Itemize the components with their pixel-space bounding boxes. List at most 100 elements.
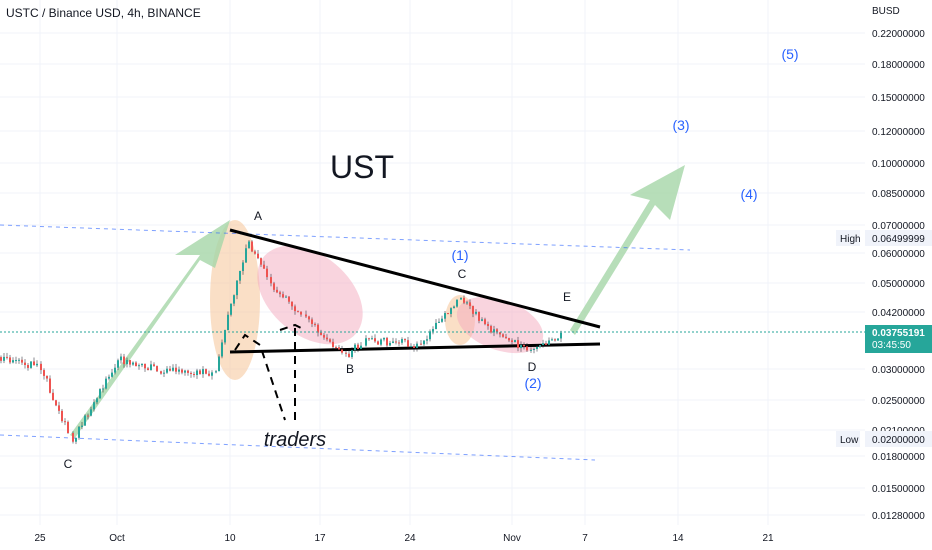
- candle-body: [87, 416, 89, 417]
- candle-body: [239, 271, 241, 281]
- candle-body: [64, 421, 66, 422]
- candle-body: [211, 372, 213, 375]
- candle-body: [75, 438, 77, 442]
- symbol-title: USTC / Binance USD, 4h, BINANCE: [6, 6, 201, 20]
- y-tick-label: 0.08500000: [872, 189, 925, 200]
- candle-body: [517, 340, 519, 348]
- count-4: (4): [740, 186, 757, 202]
- y-tick-label: 0.01280000: [872, 511, 925, 522]
- candle-body: [545, 343, 547, 345]
- candle-body: [135, 363, 137, 367]
- wave-D: D: [528, 360, 537, 374]
- candle-body: [245, 248, 247, 262]
- low-value: 0.02000000: [872, 435, 925, 446]
- candle-body: [326, 338, 328, 340]
- trend-arrows: [70, 165, 685, 438]
- candle-body: [199, 370, 201, 374]
- candle-body: [33, 361, 35, 365]
- candle-body: [178, 370, 180, 372]
- wave-C-upper: C: [458, 267, 467, 281]
- candle-body: [72, 433, 74, 442]
- candle-body: [481, 319, 483, 321]
- candle-body: [523, 345, 525, 347]
- candle-body: [150, 364, 152, 370]
- candle-body: [43, 370, 45, 376]
- candle-body: [12, 360, 14, 362]
- candle-body: [49, 379, 51, 393]
- candle-body: [242, 262, 244, 271]
- candle-body: [420, 344, 422, 345]
- candle-body: [354, 345, 356, 351]
- candle-body: [46, 376, 48, 379]
- high-label: High: [840, 234, 861, 245]
- candle-body: [478, 312, 480, 321]
- x-axis-ticks: 25 Oct 10 17 24 Nov 7 14 21: [34, 533, 774, 544]
- candle-body: [120, 357, 122, 361]
- candle-body: [166, 369, 168, 373]
- price-badges: High 0.06499999 Low 0.02000000 0.0375519…: [836, 230, 932, 447]
- candle-body: [291, 302, 293, 307]
- candle-body: [487, 324, 489, 326]
- candle-body: [294, 306, 296, 311]
- candle-body: [40, 364, 42, 370]
- candle-body: [423, 341, 425, 345]
- last-price-value: 0.03755191: [872, 328, 925, 339]
- candle-body: [105, 379, 107, 389]
- x-tick-label: Oct: [109, 533, 125, 544]
- candle-body: [453, 307, 455, 309]
- candle-body: [383, 338, 385, 340]
- candle-body: [377, 341, 379, 344]
- candle-body: [456, 300, 458, 307]
- candle-body: [141, 364, 143, 365]
- candle-body: [357, 345, 359, 349]
- candle-body: [351, 350, 353, 357]
- candle-body: [404, 339, 406, 340]
- candle-body: [144, 364, 146, 368]
- count-3: (3): [672, 117, 689, 133]
- candle-body: [490, 326, 492, 332]
- candle-body: [441, 319, 443, 322]
- candle-body: [335, 347, 337, 348]
- candle-body: [147, 368, 149, 370]
- candle-body: [444, 313, 446, 319]
- candle-body: [338, 347, 340, 349]
- candle-body: [67, 422, 69, 433]
- candle-body: [401, 339, 403, 343]
- candle-body: [248, 241, 250, 248]
- candle-body: [196, 370, 198, 375]
- x-tick-label: 7: [582, 533, 588, 544]
- candle-body: [276, 290, 278, 293]
- candle-body: [202, 369, 204, 374]
- candle-body: [61, 411, 63, 421]
- candle-body: [3, 357, 5, 361]
- annotation-ust: UST: [330, 149, 394, 185]
- x-tick-label: 24: [404, 533, 416, 544]
- y-tick-label: 0.03000000: [872, 365, 925, 376]
- candle-body: [505, 337, 507, 338]
- candle-body: [27, 365, 29, 368]
- axis-currency: BUSD: [872, 6, 900, 17]
- candle-body: [6, 357, 8, 358]
- candle-body: [560, 333, 562, 339]
- candle-body: [432, 329, 434, 331]
- candle-body: [30, 361, 32, 367]
- candle-body: [435, 323, 437, 329]
- y-tick-label: 0.01800000: [872, 452, 925, 463]
- candle-body: [536, 347, 538, 349]
- candle-body: [288, 297, 290, 302]
- candle-body: [55, 400, 57, 405]
- arrow-2: [570, 165, 685, 335]
- candle-body: [81, 426, 83, 427]
- candle-body: [279, 292, 281, 294]
- candle-body: [18, 360, 20, 361]
- candle-body: [314, 324, 316, 325]
- candle-body: [102, 388, 104, 389]
- candle-body: [380, 339, 382, 344]
- candle-body: [138, 365, 140, 366]
- candle-body: [460, 298, 462, 300]
- count-2: (2): [524, 375, 541, 391]
- candle-body: [181, 370, 183, 373]
- candle-body: [502, 334, 504, 336]
- candle-body: [508, 338, 510, 340]
